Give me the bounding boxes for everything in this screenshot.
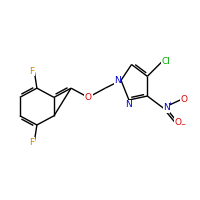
Text: O: O [175,118,182,127]
Text: Cl: Cl [162,57,171,66]
Text: N: N [126,100,132,109]
Text: +: + [168,101,173,106]
Text: N: N [114,76,121,85]
Text: O: O [85,93,92,102]
Text: −: − [181,121,186,126]
Text: F: F [29,138,34,147]
Text: F: F [29,67,34,76]
Text: O: O [180,96,187,104]
Text: N: N [163,103,170,112]
